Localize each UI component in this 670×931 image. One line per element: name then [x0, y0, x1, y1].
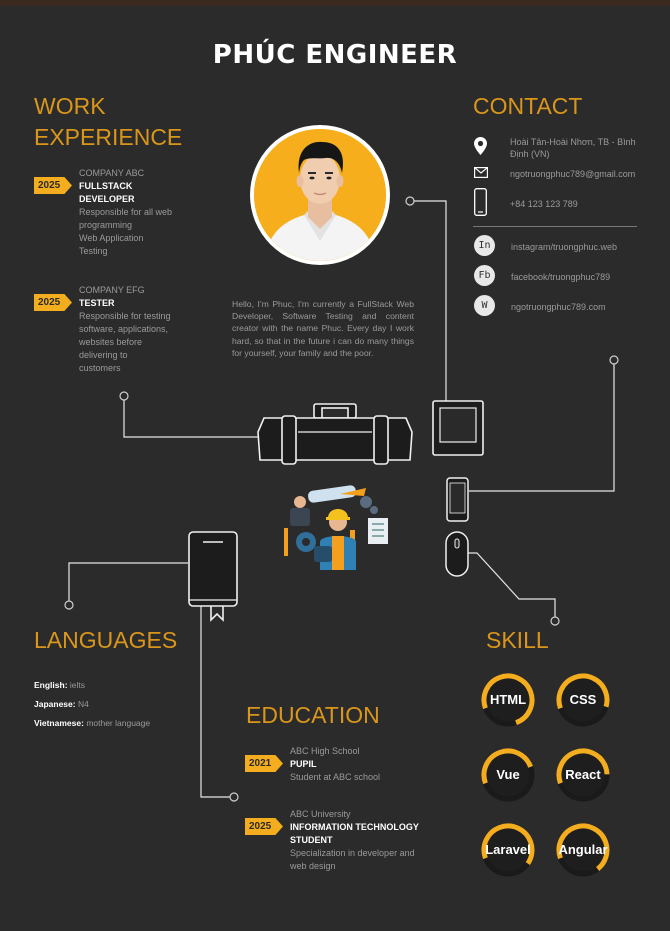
education-entry: ABC High School PUPIL Student at ABC sch… [290, 745, 430, 784]
skill-progress-ring [556, 673, 610, 727]
website-icon: W [474, 295, 495, 316]
language-level: N4 [77, 699, 89, 709]
year-badge: 2025 [245, 818, 283, 835]
year-badge: 2025 [34, 294, 72, 311]
engineers-illustration [284, 485, 388, 570]
education-desc: web design [290, 861, 336, 871]
job-desc: software, applications, [79, 324, 169, 334]
education-role-line2: STUDENT [290, 835, 333, 845]
language-item: English: ielts [34, 680, 85, 690]
skill-ring: CSS [556, 673, 610, 727]
job-desc: Web Application [79, 233, 144, 243]
contact-phone[interactable]: +84 123 123 789 [510, 199, 578, 209]
toolbox-icon [257, 403, 413, 465]
mouse-icon [445, 531, 469, 577]
contact-email[interactable]: ngotruongphuc789@gmail.com [510, 169, 636, 179]
mail-icon [474, 167, 488, 178]
work-title-line1: WORK [34, 93, 106, 119]
address-line2: Định (VN) [510, 149, 550, 159]
intro-text: Hello, I'm Phuc, I'm currently a FullSta… [232, 299, 414, 358]
skill-progress-ring [481, 673, 535, 727]
job-desc: delivering to [79, 350, 128, 360]
skill-label: CSS [569, 692, 597, 707]
company-name: COMPANY ABC [79, 168, 145, 178]
work-title-line2: EXPERIENCE [34, 124, 183, 150]
work-entry: COMPANY EFG TESTER Responsible for testi… [79, 284, 189, 375]
education-entry: ABC University INFORMATION TECHNOLOGY ST… [290, 808, 430, 873]
skill-progress-ring [556, 823, 610, 877]
contact-address: Hoài Tân-Hoài Nhơn, TB - Bình Định (VN) [510, 136, 640, 160]
skill-label: HTML [489, 692, 527, 707]
website-link[interactable]: ngotruongphuc789.com [511, 302, 606, 312]
location-pin-icon [474, 137, 487, 155]
skill-label: Laravel [485, 842, 531, 857]
instagram-icon: In [474, 235, 495, 256]
job-desc: Responsible for all web [79, 207, 173, 217]
language-name: Japanese: [34, 699, 76, 709]
year-badge: 2025 [34, 177, 72, 194]
job-desc: programming [79, 220, 133, 230]
school-name: ABC High School [290, 746, 360, 756]
skill-ring: Angular [556, 823, 610, 877]
work-experience-title: WORK EXPERIENCE [34, 91, 182, 153]
address-line1: Hoài Tân-Hoài Nhơn, TB - Bình [510, 137, 636, 147]
work-entry: COMPANY ABC FULLSTACK DEVELOPER Responsi… [79, 167, 189, 258]
skill-label: Angular [558, 842, 608, 857]
education-desc: Student at ABC school [290, 772, 381, 782]
language-name: Vietnamese: [34, 718, 84, 728]
monitor-icon [432, 400, 484, 456]
facebook-link[interactable]: facebook/truongphuc789 [511, 272, 611, 282]
skill-ring: Laravel [481, 823, 535, 877]
language-item: Japanese: N4 [34, 699, 89, 709]
skill-ring: React [556, 748, 610, 802]
job-desc: Responsible for testing [79, 311, 171, 321]
contact-title: CONTACT [473, 93, 583, 119]
skill-progress-ring [556, 748, 610, 802]
skill-ring: Vue [481, 748, 535, 802]
education-role: INFORMATION TECHNOLOGY [290, 822, 419, 832]
facebook-icon: Fb [474, 265, 495, 286]
language-level: ielts [69, 680, 86, 690]
company-name: COMPANY EFG [79, 285, 145, 295]
languages-title: LANGUAGES [34, 627, 178, 653]
contact-divider [473, 226, 637, 227]
job-desc: websites before [79, 337, 143, 347]
portrait-image [254, 129, 386, 261]
language-level: mother language [86, 718, 151, 728]
skill-ring: HTML [481, 673, 535, 727]
book-icon [188, 531, 238, 622]
smartphone-icon [446, 477, 469, 522]
school-name: ABC University [290, 809, 351, 819]
page-title: PHÚC ENGINEER [212, 40, 458, 70]
skill-label: Vue [496, 767, 520, 782]
skill-progress-ring [481, 823, 535, 877]
job-desc: Testing [79, 246, 108, 256]
phone-icon [474, 188, 487, 216]
education-desc: Specialization in developer and [290, 848, 415, 858]
job-role: FULLSTACK [79, 181, 133, 191]
skill-title: SKILL [486, 627, 549, 653]
education-role: PUPIL [290, 759, 317, 769]
skill-label: React [565, 767, 601, 782]
skill-progress-ring [481, 748, 535, 802]
education-title: EDUCATION [246, 702, 380, 728]
job-role: TESTER [79, 298, 115, 308]
profile-photo [250, 125, 390, 265]
job-role-line2: DEVELOPER [79, 194, 135, 204]
language-name: English: [34, 680, 68, 690]
instagram-link[interactable]: instagram/truongphuc.web [511, 242, 618, 252]
year-badge: 2021 [245, 755, 283, 772]
top-border [0, 0, 670, 6]
job-desc: customers [79, 363, 121, 373]
language-item: Vietnamese: mother language [34, 718, 150, 728]
